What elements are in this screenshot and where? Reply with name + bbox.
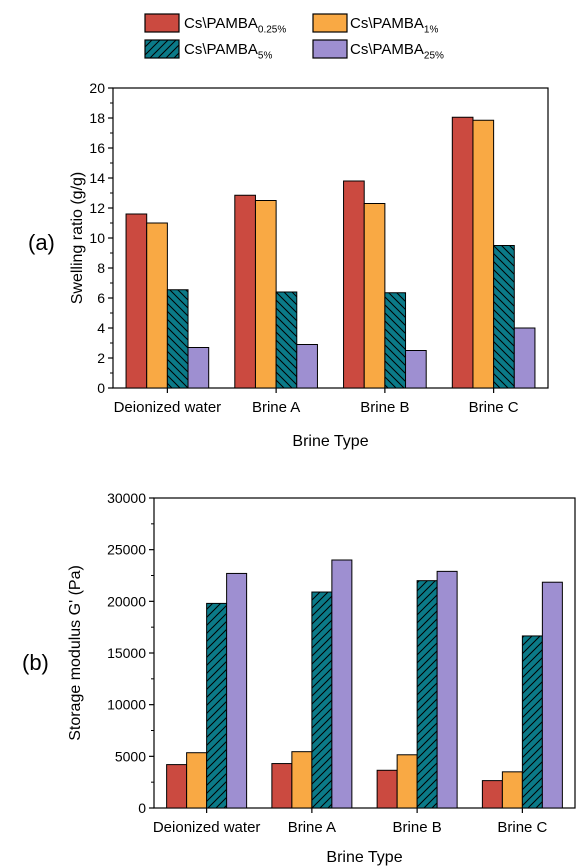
chart-panel-a: (a) 0 2 4 6 8 10 12 14 16 18 20 Swelling ratio (g/g)… [28, 80, 549, 450]
y-tick-label: 10 [89, 230, 105, 246]
x-tick-label: Brine B [393, 819, 442, 836]
bar-4-brine-b [436, 570, 458, 809]
bar-4-brine-a [296, 344, 318, 389]
y-tick-label: 12 [89, 200, 105, 216]
bar-3-brine-b [416, 580, 438, 809]
bar-3-deionized-water [206, 602, 228, 809]
bar-3-deionized-water [166, 289, 189, 389]
bar-4-deionized-water [226, 572, 248, 809]
y-axis-label: Swelling ratio (g/g) [69, 172, 86, 305]
bar-1-deionized-water [166, 764, 188, 809]
y-tick-label: 0 [138, 800, 146, 816]
bar-3-brine-a [275, 291, 298, 389]
bar-3-brine-a [311, 591, 333, 809]
bar-4-brine-a [331, 559, 353, 809]
legend-label-4: Cs\PAMBA25% [350, 41, 444, 62]
bar-3-brine-c [521, 635, 543, 809]
y-tick-label: 6 [97, 290, 105, 306]
bar-1-brine-b [376, 769, 398, 809]
bar-2-brine-a [254, 200, 277, 389]
bar-2-brine-b [363, 203, 386, 389]
bar-4-deionized-water [187, 347, 210, 389]
chart-panel-b: (b) 0 5000 10000 15000 20000 25000 30000 Storage… [22, 490, 576, 866]
bar-1-brine-c [481, 780, 503, 809]
y-tick-label: 2 [97, 350, 105, 366]
bar-1-deionized-water [125, 213, 148, 389]
y-tick-label: 4 [97, 320, 105, 336]
bar-2-brine-a [291, 751, 313, 809]
legend-swatch-2 [312, 13, 348, 33]
bar-2-brine-c [501, 771, 523, 809]
bar-1-brine-a [271, 763, 293, 809]
x-axis-label: Brine Type [326, 849, 402, 866]
legend-label-2: Cs\PAMBA1% [350, 15, 438, 36]
x-tick-label: Deionized water [114, 399, 222, 416]
panel-label: (b) [22, 650, 49, 675]
bar-3-brine-c [493, 245, 515, 389]
y-tick-label: 0 [97, 380, 105, 396]
x-axis-label: Brine Type [292, 433, 368, 450]
y-tick-label: 18 [89, 110, 105, 126]
y-tick-label: 5000 [115, 748, 146, 764]
y-tick-label: 20 [89, 80, 105, 96]
bar-1-brine-b [343, 180, 365, 389]
bar-2-brine-b [396, 754, 418, 809]
bar-1-brine-a [234, 194, 256, 389]
y-tick-label: 16 [89, 140, 105, 156]
y-tick-label: 25000 [107, 542, 146, 558]
x-tick-label: Brine A [252, 399, 300, 416]
y-tick-label: 14 [89, 170, 105, 186]
x-tick-label: Brine B [360, 399, 409, 416]
y-tick-label: 8 [97, 260, 105, 276]
legend: Cs\PAMBA0.25% Cs\PAMBA1% Cs\PAMBA5% Cs\PAMB… [144, 13, 444, 62]
y-tick-label: 20000 [107, 593, 146, 609]
bar-4-brine-c [541, 581, 563, 809]
legend-label-3: Cs\PAMBA5% [184, 41, 272, 62]
y-tick-label: 30000 [107, 490, 146, 506]
y-axis-label: Storage modulus G' (Pa) [67, 565, 84, 741]
legend-swatch-4 [312, 39, 348, 59]
x-tick-label: Brine C [497, 819, 547, 836]
bar-1-brine-c [451, 116, 474, 389]
y-tick-label: 10000 [107, 697, 146, 713]
bar-2-brine-c [472, 119, 495, 389]
y-tick-label: 15000 [107, 645, 146, 661]
x-tick-label: Brine A [288, 819, 336, 836]
legend-swatch-1 [144, 13, 180, 33]
legend-swatch-3 [144, 39, 180, 59]
x-tick-label: Deionized water [153, 819, 261, 836]
x-tick-label: Brine C [469, 399, 519, 416]
bar-4-brine-b [405, 350, 427, 389]
bar-2-deionized-water [186, 752, 208, 809]
panel-label: (a) [28, 230, 55, 255]
legend-label-1: Cs\PAMBA0.25% [184, 15, 286, 36]
bar-2-deionized-water [146, 222, 168, 389]
bar-4-brine-c [513, 327, 536, 389]
bar-3-brine-b [384, 292, 407, 389]
